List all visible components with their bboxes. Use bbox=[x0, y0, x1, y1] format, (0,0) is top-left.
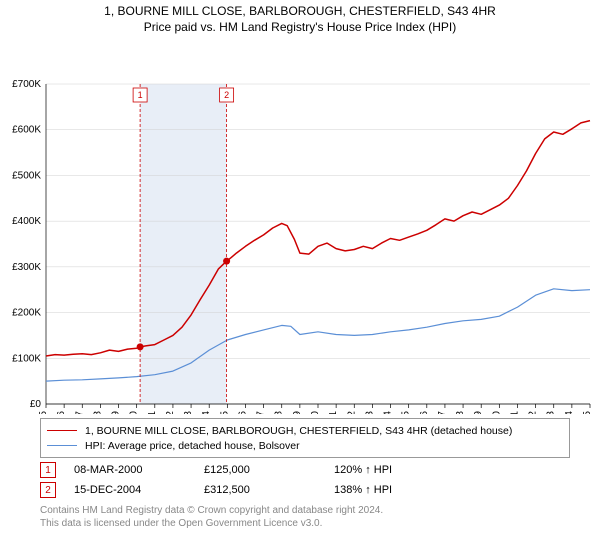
svg-text:2025: 2025 bbox=[582, 411, 593, 414]
svg-text:£500K: £500K bbox=[12, 170, 41, 181]
svg-text:2013: 2013 bbox=[364, 411, 375, 414]
legend-label-hpi: HPI: Average price, detached house, Bols… bbox=[85, 440, 300, 452]
svg-text:1998: 1998 bbox=[92, 411, 103, 414]
sale-pct: 138% ↑ HPI bbox=[334, 484, 464, 496]
svg-text:2010: 2010 bbox=[310, 411, 321, 414]
sale-row: 1 08-MAR-2000£125,000120% ↑ HPI bbox=[40, 462, 570, 478]
svg-text:2012: 2012 bbox=[346, 411, 357, 414]
sale-marker: 1 bbox=[40, 462, 56, 478]
svg-text:1: 1 bbox=[138, 90, 143, 100]
legend-swatch-hpi bbox=[47, 445, 77, 446]
legend-label-price-paid: 1, BOURNE MILL CLOSE, BARLBOROUGH, CHEST… bbox=[85, 425, 512, 437]
footer: Contains HM Land Registry data © Crown c… bbox=[40, 504, 570, 530]
svg-text:2014: 2014 bbox=[383, 411, 394, 414]
footer-line-1: Contains HM Land Registry data © Crown c… bbox=[40, 504, 570, 517]
svg-text:2023: 2023 bbox=[546, 411, 557, 414]
svg-text:£200K: £200K bbox=[12, 308, 41, 319]
svg-text:2019: 2019 bbox=[473, 411, 484, 414]
svg-text:2008: 2008 bbox=[274, 411, 285, 414]
title-line-1: 1, BOURNE MILL CLOSE, BARLBOROUGH, CHEST… bbox=[0, 4, 600, 18]
legend-item-hpi: HPI: Average price, detached house, Bols… bbox=[47, 438, 563, 453]
svg-text:2009: 2009 bbox=[292, 411, 303, 414]
svg-text:2020: 2020 bbox=[491, 411, 502, 414]
svg-text:2015: 2015 bbox=[401, 411, 412, 414]
sale-row: 2 15-DEC-2004£312,500138% ↑ HPI bbox=[40, 482, 570, 498]
svg-text:2021: 2021 bbox=[509, 411, 520, 414]
sale-price: £125,000 bbox=[204, 464, 334, 476]
svg-text:2011: 2011 bbox=[328, 411, 339, 414]
svg-text:2000: 2000 bbox=[129, 411, 140, 414]
footer-line-2: This data is licensed under the Open Gov… bbox=[40, 517, 570, 530]
sale-date: 08-MAR-2000 bbox=[74, 464, 204, 476]
svg-text:£100K: £100K bbox=[12, 353, 41, 364]
svg-text:2002: 2002 bbox=[165, 411, 176, 414]
legend: 1, BOURNE MILL CLOSE, BARLBOROUGH, CHEST… bbox=[40, 418, 570, 458]
svg-text:£700K: £700K bbox=[12, 79, 41, 90]
svg-text:2006: 2006 bbox=[237, 411, 248, 414]
svg-text:2016: 2016 bbox=[419, 411, 430, 414]
svg-text:2: 2 bbox=[224, 90, 229, 100]
sale-pct: 120% ↑ HPI bbox=[334, 464, 464, 476]
svg-text:2001: 2001 bbox=[147, 411, 158, 414]
legend-item-price-paid: 1, BOURNE MILL CLOSE, BARLBOROUGH, CHEST… bbox=[47, 423, 563, 438]
sale-marker: 2 bbox=[40, 482, 56, 498]
svg-text:2017: 2017 bbox=[437, 411, 448, 414]
svg-text:2004: 2004 bbox=[201, 411, 212, 414]
svg-text:2007: 2007 bbox=[256, 411, 267, 414]
title-line-2: Price paid vs. HM Land Registry's House … bbox=[0, 20, 600, 34]
svg-text:2018: 2018 bbox=[455, 411, 466, 414]
svg-text:1997: 1997 bbox=[74, 411, 85, 414]
hpi-chart: £0 £100K £200K £300K £400K £500K £600K £700K 199… bbox=[0, 34, 600, 414]
svg-text:1996: 1996 bbox=[56, 411, 67, 414]
svg-text:2005: 2005 bbox=[219, 411, 230, 414]
chart-title-block: 1, BOURNE MILL CLOSE, BARLBOROUGH, CHEST… bbox=[0, 0, 600, 34]
svg-text:2022: 2022 bbox=[528, 411, 539, 414]
svg-text:£300K: £300K bbox=[12, 262, 41, 273]
sale-price: £312,500 bbox=[204, 484, 334, 496]
svg-text:£600K: £600K bbox=[12, 125, 41, 136]
svg-text:2024: 2024 bbox=[564, 411, 575, 414]
svg-text:1999: 1999 bbox=[111, 411, 122, 414]
legend-swatch-price-paid bbox=[47, 430, 77, 431]
svg-text:2003: 2003 bbox=[183, 411, 194, 414]
sale-date: 15-DEC-2004 bbox=[74, 484, 204, 496]
svg-text:£400K: £400K bbox=[12, 216, 41, 227]
svg-text:£0: £0 bbox=[30, 399, 42, 410]
svg-text:1995: 1995 bbox=[38, 411, 49, 414]
